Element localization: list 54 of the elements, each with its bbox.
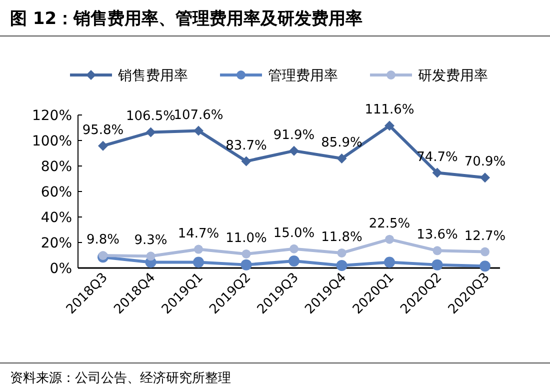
data-label: 9.8% <box>86 232 120 248</box>
point <box>288 255 300 266</box>
data-label: 95.8% <box>82 122 124 138</box>
point <box>432 259 443 270</box>
data-label: 12.7% <box>464 228 506 244</box>
data-label: 13.6% <box>416 228 458 243</box>
data-label: 106.5% <box>126 109 176 124</box>
point <box>289 146 299 156</box>
data-label: 85.9% <box>321 135 362 150</box>
y-tick-label: 120% <box>32 108 72 124</box>
point <box>336 153 347 164</box>
data-label: 9.3% <box>134 233 168 248</box>
point <box>98 140 108 151</box>
point <box>98 251 108 260</box>
legend-label: 研发费用率 <box>418 68 488 84</box>
data-label: 22.5% <box>368 216 410 232</box>
point <box>146 252 156 261</box>
data-label: 70.9% <box>464 154 506 170</box>
text: 资料来源：公司公告、经济研究所整理 <box>10 371 231 386</box>
data-label: 11.8% <box>321 230 362 245</box>
point <box>242 249 251 258</box>
point <box>290 244 298 254</box>
point <box>240 259 252 270</box>
point <box>194 126 204 136</box>
y-tick-label: 40% <box>40 210 72 226</box>
point <box>241 156 252 166</box>
point <box>432 168 442 178</box>
point <box>384 256 395 268</box>
point <box>385 234 394 244</box>
y-tick-label: 60% <box>40 184 72 200</box>
point <box>146 127 156 138</box>
chart-title: 图 12：销售费用率、管理费用率及研发费用率 <box>10 9 363 29</box>
legend-label: 销售费用率 <box>117 68 188 84</box>
data-label: 111.6% <box>364 102 414 118</box>
point <box>336 260 348 271</box>
point <box>480 172 490 183</box>
y-tick-label: 100% <box>32 134 72 150</box>
y-tick-label: 20% <box>40 236 72 252</box>
point <box>193 256 204 268</box>
y-tick-label: 80% <box>40 159 72 175</box>
point <box>480 260 490 272</box>
data-label: 83.7% <box>226 138 267 154</box>
point <box>194 244 203 254</box>
data-label: 14.7% <box>178 226 220 242</box>
y-tick-label: 0% <box>50 261 72 277</box>
point <box>337 248 346 258</box>
data-label: 107.6% <box>174 108 224 123</box>
point <box>384 120 394 131</box>
data-label: 91.9% <box>273 128 315 143</box>
legend-label: 管理费用率 <box>268 68 338 84</box>
point <box>480 247 490 256</box>
data-label: 15.0% <box>273 226 315 241</box>
data-label: 11.0% <box>226 230 267 246</box>
point <box>432 246 442 256</box>
